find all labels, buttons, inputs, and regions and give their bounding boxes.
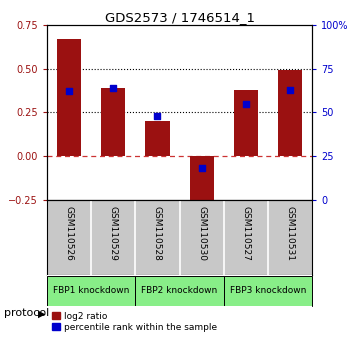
FancyBboxPatch shape	[224, 276, 312, 306]
Bar	[101, 88, 125, 156]
Text: GSM110530: GSM110530	[197, 206, 206, 261]
Point	[287, 87, 293, 92]
Point	[243, 101, 249, 107]
Text: ▶: ▶	[38, 308, 45, 318]
Text: GSM110529: GSM110529	[109, 206, 118, 261]
Text: GSM110526: GSM110526	[65, 206, 74, 261]
Bar	[278, 70, 302, 156]
Text: FBP3 knockdown: FBP3 knockdown	[230, 286, 306, 295]
Text: GSM110527: GSM110527	[242, 206, 251, 261]
Title: GDS2573 / 1746514_1: GDS2573 / 1746514_1	[105, 11, 255, 24]
Bar	[190, 156, 214, 205]
Text: FBP2 knockdown: FBP2 knockdown	[142, 286, 218, 295]
Text: GSM110528: GSM110528	[153, 206, 162, 261]
Point	[199, 166, 205, 171]
Text: protocol: protocol	[4, 308, 49, 318]
Point	[155, 113, 160, 119]
Point	[66, 88, 72, 94]
FancyBboxPatch shape	[47, 276, 135, 306]
FancyBboxPatch shape	[135, 276, 224, 306]
Point	[110, 85, 116, 91]
Bar	[145, 121, 170, 156]
Bar	[57, 39, 81, 156]
Text: GSM110531: GSM110531	[286, 206, 295, 261]
Legend: log2 ratio, percentile rank within the sample: log2 ratio, percentile rank within the s…	[52, 311, 218, 333]
Bar	[234, 90, 258, 156]
Text: FBP1 knockdown: FBP1 knockdown	[53, 286, 129, 295]
